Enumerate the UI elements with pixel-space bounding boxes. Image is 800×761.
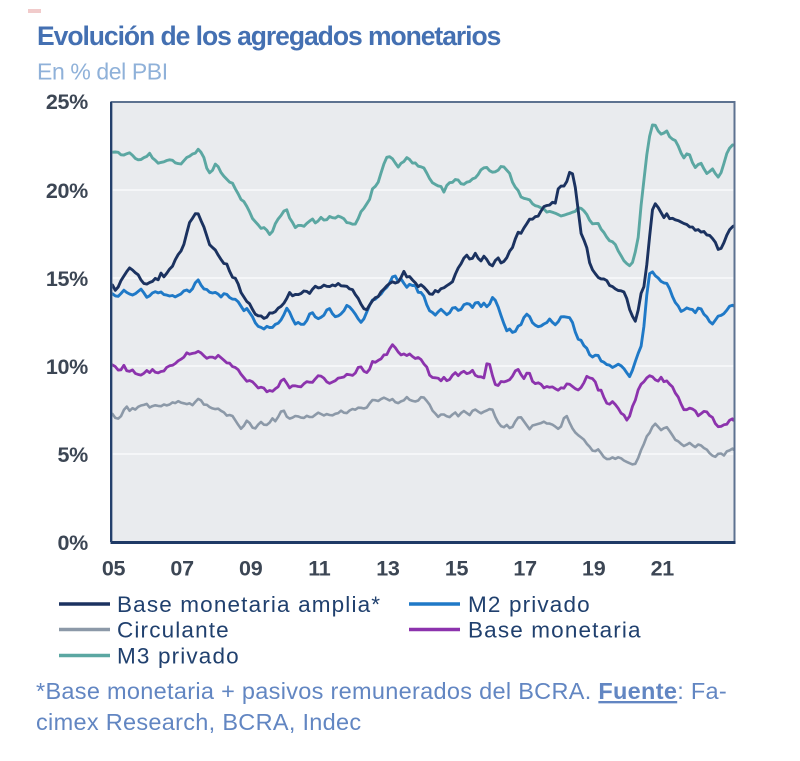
svg-text:15: 15 — [445, 557, 469, 581]
svg-text:09: 09 — [239, 557, 263, 581]
svg-text:13: 13 — [376, 557, 400, 581]
svg-text:Circulante: Circulante — [117, 618, 230, 643]
svg-text:07: 07 — [170, 557, 194, 581]
svg-text:cimex Research, BCRA, Indec: cimex Research, BCRA, Indec — [36, 709, 361, 735]
svg-text:25%: 25% — [46, 90, 88, 114]
svg-text:En % del PBI: En % del PBI — [37, 59, 168, 85]
svg-text:Evolución de los agregados mon: Evolución de los agregados monetarios — [37, 21, 501, 51]
svg-text:21: 21 — [651, 557, 675, 581]
svg-text:M2 privado: M2 privado — [468, 592, 591, 617]
svg-text:17: 17 — [513, 557, 537, 581]
svg-text:0%: 0% — [58, 531, 89, 555]
svg-text:20%: 20% — [46, 179, 88, 203]
svg-text:15%: 15% — [46, 267, 88, 291]
svg-text:5%: 5% — [58, 443, 89, 467]
svg-text:11: 11 — [308, 557, 330, 581]
svg-text:Base monetaria amplia*: Base monetaria amplia* — [117, 592, 381, 617]
svg-text:M3 privado: M3 privado — [117, 644, 240, 669]
svg-text:*Base monetaria + pasivos remu: *Base monetaria + pasivos remunerados de… — [36, 678, 727, 704]
svg-text:10%: 10% — [46, 355, 88, 379]
svg-text:Base monetaria: Base monetaria — [468, 618, 642, 643]
svg-text:05: 05 — [102, 557, 126, 581]
svg-text:19: 19 — [582, 557, 606, 581]
